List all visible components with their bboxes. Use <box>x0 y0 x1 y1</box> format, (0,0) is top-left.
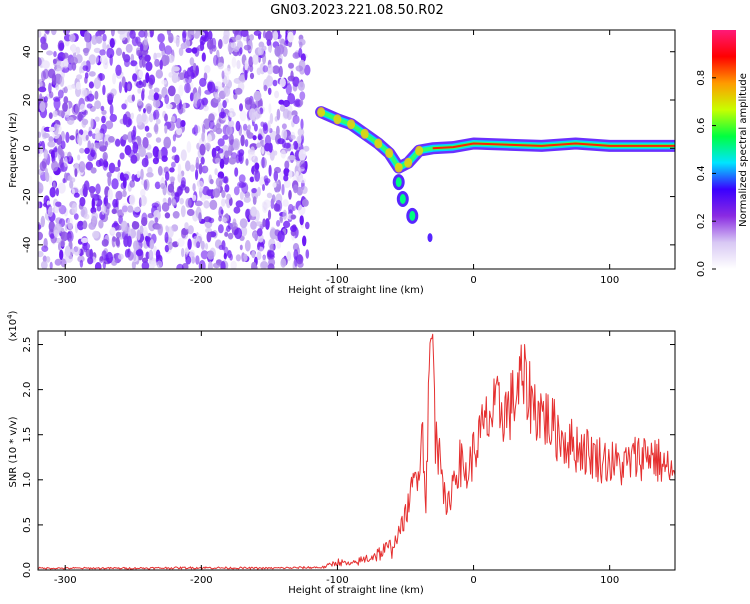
spectrogram-ticks: -300 -200 -100 0 100 40 20 0 -20 -40 <box>22 30 675 286</box>
snr-content <box>38 333 675 570</box>
y-tick-label: 20 <box>22 94 33 107</box>
colorbar-tick-label: 0.6 <box>696 118 707 134</box>
branch-blob-inner <box>409 210 416 221</box>
x-tick-label: 0 <box>470 575 476 586</box>
y-tick-label: 0.0 <box>22 562 33 578</box>
colorbar-tick-label: 0.2 <box>696 213 707 229</box>
spectrogram-panel: -300 -200 -100 0 100 40 20 0 -20 -40 Height of st… <box>8 29 676 296</box>
branch-blob-inner <box>399 194 406 204</box>
ridge-blob <box>360 128 369 139</box>
colorbar-tick-label: 0.4 <box>696 165 707 181</box>
ridge-blob <box>415 145 424 156</box>
x-tick-label: -200 <box>190 275 213 286</box>
snr-line <box>38 333 675 570</box>
signal-branch <box>392 174 433 243</box>
colorbar-label: Normalized spectral amplitude <box>738 73 749 227</box>
ridge-blob <box>317 107 326 118</box>
x-tick-label: -300 <box>54 275 77 286</box>
ridge-blob <box>394 162 403 173</box>
snr-plot-area <box>38 331 675 570</box>
snr-x-axis-label: Height of straight line (km) <box>288 585 424 596</box>
y-tick-label: 2.5 <box>22 337 33 353</box>
ridge-core <box>432 142 675 150</box>
x-tick-label: -200 <box>190 575 213 586</box>
y-tick-label: 40 <box>22 45 33 58</box>
signal-ridge <box>315 106 675 174</box>
y-tick-label: 2.0 <box>22 382 33 398</box>
branch-blob-outer <box>427 233 433 243</box>
colorbar-ticks: 0.0 0.2 0.4 0.6 0.8 <box>696 70 716 277</box>
x-tick-label: 100 <box>600 275 619 286</box>
x-tick-label: -100 <box>326 575 349 586</box>
y-tick-label: 1.5 <box>22 427 33 443</box>
snr-y-axis-label: SNR (10 * v/v) <box>8 416 19 487</box>
snr-ticks: -300 -200 -100 0 100 0.0 0.5 1.0 1.5 2.0 2.5 <box>22 331 675 586</box>
colorbar-tick-label: 0.0 <box>696 261 707 277</box>
y-tick-label: 1.0 <box>22 472 33 488</box>
y-tick-label: 0.5 <box>22 517 33 533</box>
x-tick-label: 0 <box>470 275 476 286</box>
ridge-blob <box>385 148 394 159</box>
ridge-blob <box>333 114 342 125</box>
spectrogram-y-axis-label: Frequency (Hz) <box>8 112 19 188</box>
spectrogram-x-axis-label: Height of straight line (km) <box>288 285 424 296</box>
ridge-blob <box>404 157 413 168</box>
branch-blob-inner <box>395 177 402 188</box>
spectrogram-frame <box>37 29 676 270</box>
noise-texture <box>38 30 311 269</box>
y-tick-label: -20 <box>22 188 33 204</box>
y-tick-label: 0 <box>22 145 33 151</box>
x-tick-label: -300 <box>54 575 77 586</box>
spectrogram-content <box>38 30 675 269</box>
colorbar-tick-label: 0.8 <box>696 70 707 86</box>
x-tick-label: 100 <box>600 575 619 586</box>
snr-panel: -300 -200 -100 0 100 0.0 0.5 1.0 1.5 2.0 2.5 Heigh… <box>6 310 676 596</box>
x-tick-label: -100 <box>326 275 349 286</box>
ridge-blob <box>374 138 383 149</box>
snr-y-multiplier: (x104) <box>6 310 19 341</box>
y-tick-label: -40 <box>22 237 33 253</box>
colorbar-gradient <box>712 30 736 269</box>
figure-title: GN03.2023.221.08.50.R02 <box>270 3 444 18</box>
ridge-blob <box>347 119 356 130</box>
colorbar: 0.0 0.2 0.4 0.6 0.8 Normalized spectral ampl… <box>696 30 749 277</box>
snr-frame <box>37 330 676 571</box>
